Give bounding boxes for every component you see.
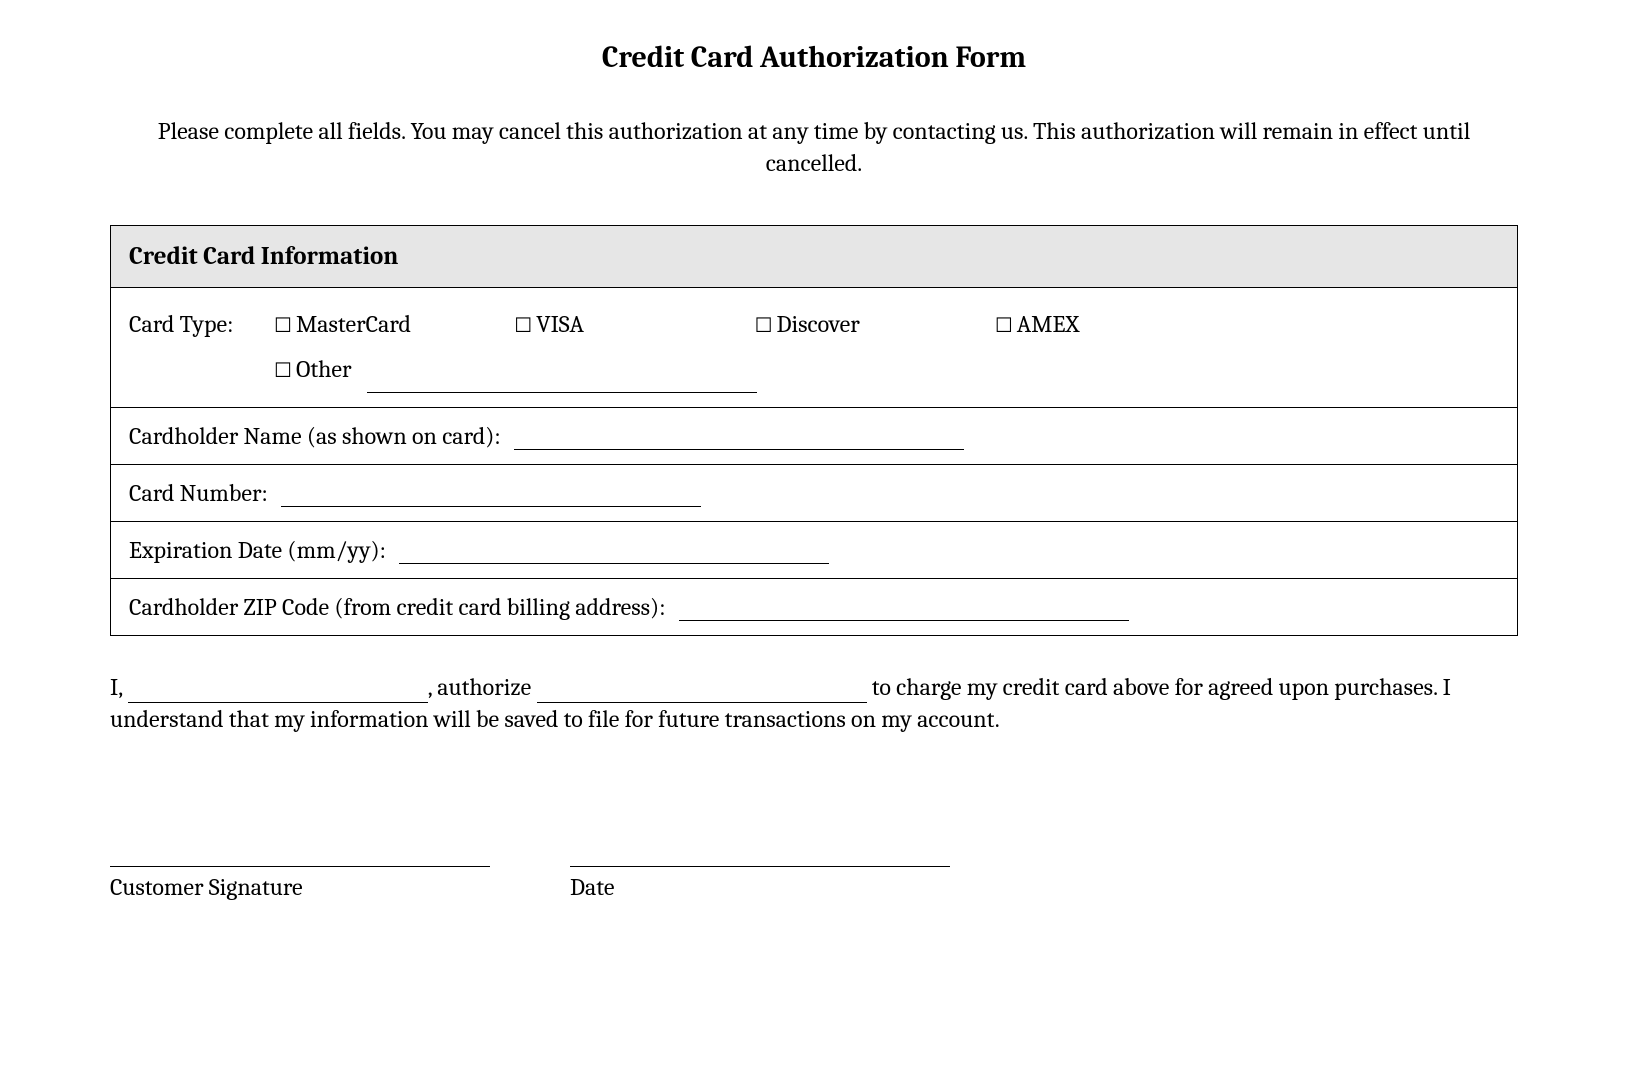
card-option-mastercard[interactable]: ☐MasterCard	[274, 302, 509, 348]
signature-row: Customer Signature Date	[110, 866, 1518, 901]
card-option-label: Discover	[777, 310, 860, 338]
card-type-row: Card Type: ☐MasterCard ☐VISA ☐Discover ☐…	[111, 287, 1518, 407]
date-label: Date	[570, 866, 950, 901]
checkbox-icon: ☐	[274, 314, 292, 337]
card-option-visa[interactable]: ☐VISA	[514, 302, 749, 348]
card-type-label: Card Type:	[129, 302, 274, 348]
auth-merchant-blank[interactable]	[537, 676, 867, 704]
card-option-discover[interactable]: ☐Discover	[755, 302, 990, 348]
auth-part1: I,	[110, 673, 122, 701]
expiration-blank[interactable]	[399, 536, 829, 564]
card-option-label: AMEX	[1017, 310, 1079, 338]
credit-card-info-table: Credit Card Information Card Type: ☐Mast…	[110, 225, 1518, 636]
zip-blank[interactable]	[679, 593, 1129, 621]
intro-text: Please complete all fields. You may canc…	[150, 115, 1478, 180]
card-option-label: MasterCard	[296, 310, 411, 338]
customer-signature-label: Customer Signature	[110, 866, 490, 901]
checkbox-icon: ☐	[514, 314, 532, 337]
card-option-label: Other	[296, 355, 352, 383]
auth-name-blank[interactable]	[128, 676, 428, 704]
date-block: Date	[570, 866, 950, 901]
form-title: Credit Card Authorization Form	[110, 40, 1518, 75]
card-option-label: VISA	[536, 310, 584, 338]
card-number-label: Card Number:	[129, 479, 268, 507]
zip-label: Cardholder ZIP Code (from credit card bi…	[129, 593, 665, 621]
checkbox-icon: ☐	[995, 314, 1013, 337]
cardholder-name-label: Cardholder Name (as shown on card):	[129, 422, 500, 450]
card-option-amex[interactable]: ☐AMEX	[995, 302, 1155, 348]
card-option-other[interactable]: ☐Other	[274, 347, 352, 393]
checkbox-icon: ☐	[274, 359, 292, 382]
other-blank[interactable]	[367, 365, 757, 393]
expiration-row: Expiration Date (mm/yy):	[111, 521, 1518, 578]
card-number-row: Card Number:	[111, 464, 1518, 521]
cardholder-name-blank[interactable]	[514, 422, 964, 450]
authorization-text: I, , authorize to charge my credit card …	[110, 671, 1518, 736]
card-number-blank[interactable]	[281, 479, 701, 507]
checkbox-icon: ☐	[755, 314, 773, 337]
auth-part2: , authorize	[428, 673, 532, 701]
cardholder-name-row: Cardholder Name (as shown on card):	[111, 407, 1518, 464]
expiration-label: Expiration Date (mm/yy):	[129, 536, 386, 564]
section-header: Credit Card Information	[111, 225, 1518, 287]
zip-row: Cardholder ZIP Code (from credit card bi…	[111, 578, 1518, 635]
customer-signature-block: Customer Signature	[110, 866, 490, 901]
